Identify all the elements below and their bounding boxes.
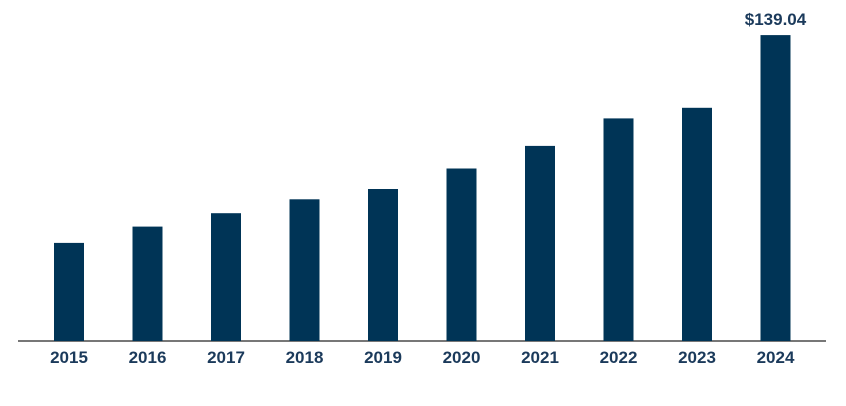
x-tick-label-2020: 2020: [443, 348, 481, 367]
x-tick-label-2015: 2015: [50, 348, 88, 367]
x-tick-label-2016: 2016: [129, 348, 167, 367]
bar-2017: [211, 213, 241, 341]
bar-2016: [132, 226, 163, 341]
x-tick-label-2017: 2017: [207, 348, 245, 367]
bars-group: [54, 35, 791, 342]
bar-2015: [54, 242, 84, 341]
x-tick-label-2019: 2019: [364, 348, 402, 367]
x-tick-label-2023: 2023: [678, 348, 716, 367]
data-labels: $139.04: [745, 10, 807, 29]
bar-2019: [368, 189, 398, 341]
data-label-2024: $139.04: [745, 10, 807, 29]
bar-2023: [682, 107, 712, 341]
x-tick-label-2018: 2018: [286, 348, 324, 367]
x-tick-label-2022: 2022: [600, 348, 638, 367]
bar-2020: [446, 168, 477, 341]
x-tick-labels: 2015 2016 2017 2018 2019 2020 2021 2022 2023 2024: [50, 348, 795, 367]
bar-2018: [289, 199, 320, 341]
bar-2022: [603, 118, 634, 342]
x-tick-label-2021: 2021: [521, 348, 559, 367]
x-tick-label-2024: 2024: [757, 348, 795, 367]
bar-2024: [760, 35, 791, 341]
bar-2021: [525, 145, 555, 341]
